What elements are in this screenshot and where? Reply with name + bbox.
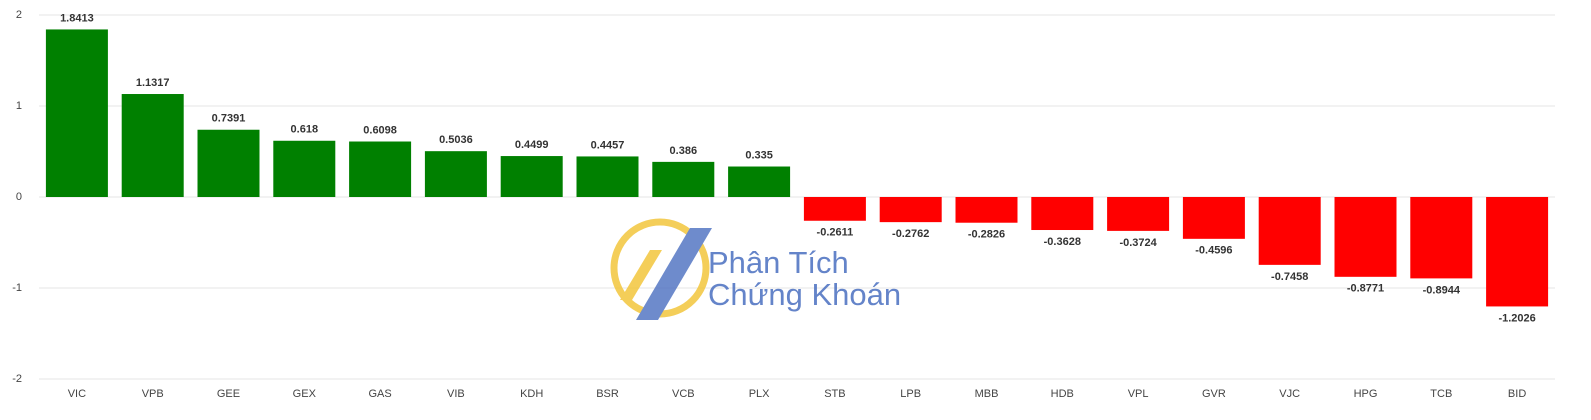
y-tick-label: -1 <box>12 282 22 294</box>
value-label: -0.7458 <box>1271 271 1308 283</box>
bar <box>576 156 639 197</box>
bar <box>803 197 866 221</box>
bar <box>879 197 942 223</box>
x-tick-label: TCB <box>1430 388 1452 400</box>
x-tick-label: VCB <box>672 388 695 400</box>
bar <box>1182 197 1245 239</box>
value-label: 0.7391 <box>212 113 246 125</box>
bar <box>1258 197 1321 265</box>
y-tick-label: -2 <box>12 373 22 385</box>
value-label: 0.4457 <box>591 139 625 151</box>
value-label: 0.4499 <box>515 139 549 151</box>
bar <box>652 161 715 197</box>
value-label: 0.618 <box>291 124 319 136</box>
x-tick-label: VIC <box>68 388 86 400</box>
x-tick-label: VIB <box>447 388 465 400</box>
logo-stroke <box>636 228 712 320</box>
value-label: 0.335 <box>745 149 773 161</box>
x-tick-label: HDB <box>1051 388 1074 400</box>
bar <box>273 140 336 197</box>
value-label: -0.2611 <box>817 227 854 239</box>
value-label: -0.3628 <box>1044 236 1081 248</box>
value-label: -1.2026 <box>1498 312 1535 324</box>
y-tick-label: 2 <box>16 9 22 21</box>
value-label: 1.8413 <box>60 12 94 24</box>
bar <box>1410 197 1473 279</box>
x-tick-label: GVR <box>1202 388 1226 400</box>
bar <box>1486 197 1549 307</box>
x-tick-label: GEE <box>217 388 240 400</box>
watermark-line: Chứng Khoán <box>708 277 901 312</box>
value-label: -0.3724 <box>1119 237 1157 249</box>
x-tick-label: VJC <box>1279 388 1300 400</box>
x-tick-label: BSR <box>596 388 619 400</box>
x-tick-label: PLX <box>749 388 770 400</box>
value-label: 1.1317 <box>136 77 170 89</box>
y-tick-label: 1 <box>16 100 22 112</box>
watermark-logo <box>610 218 712 320</box>
value-label: 0.6098 <box>363 124 397 136</box>
value-label: 0.386 <box>670 145 698 157</box>
value-label: -0.8944 <box>1423 284 1461 296</box>
value-label: -0.2826 <box>968 229 1005 241</box>
x-tick-label: GAS <box>368 388 391 400</box>
watermark-line: Phân Tích <box>708 245 849 280</box>
x-tick-label: LPB <box>900 388 921 400</box>
x-tick-label: HPG <box>1354 388 1378 400</box>
bar <box>955 197 1018 223</box>
x-tick-label: MBB <box>975 388 999 400</box>
y-tick-label: 0 <box>16 191 22 203</box>
bar <box>1031 197 1094 231</box>
x-tick-label: GEX <box>293 388 317 400</box>
bar <box>1107 197 1170 231</box>
x-tick-label: BID <box>1508 388 1526 400</box>
bar <box>728 166 791 197</box>
x-tick-label: VPB <box>142 388 164 400</box>
value-label: -0.8771 <box>1347 283 1384 295</box>
bar <box>349 141 412 197</box>
x-tick-label: VPL <box>1128 388 1149 400</box>
bar <box>500 156 563 197</box>
bar <box>1334 197 1397 277</box>
value-label: -0.2762 <box>892 228 929 240</box>
bar <box>121 94 184 197</box>
x-tick-label: KDH <box>520 388 543 400</box>
bar <box>424 151 487 197</box>
value-label: -0.4596 <box>1195 245 1232 257</box>
logo-stroke <box>620 250 662 300</box>
value-label: 0.5036 <box>439 134 473 146</box>
x-tick-label: STB <box>824 388 845 400</box>
bar <box>45 29 108 198</box>
bar <box>197 129 260 197</box>
